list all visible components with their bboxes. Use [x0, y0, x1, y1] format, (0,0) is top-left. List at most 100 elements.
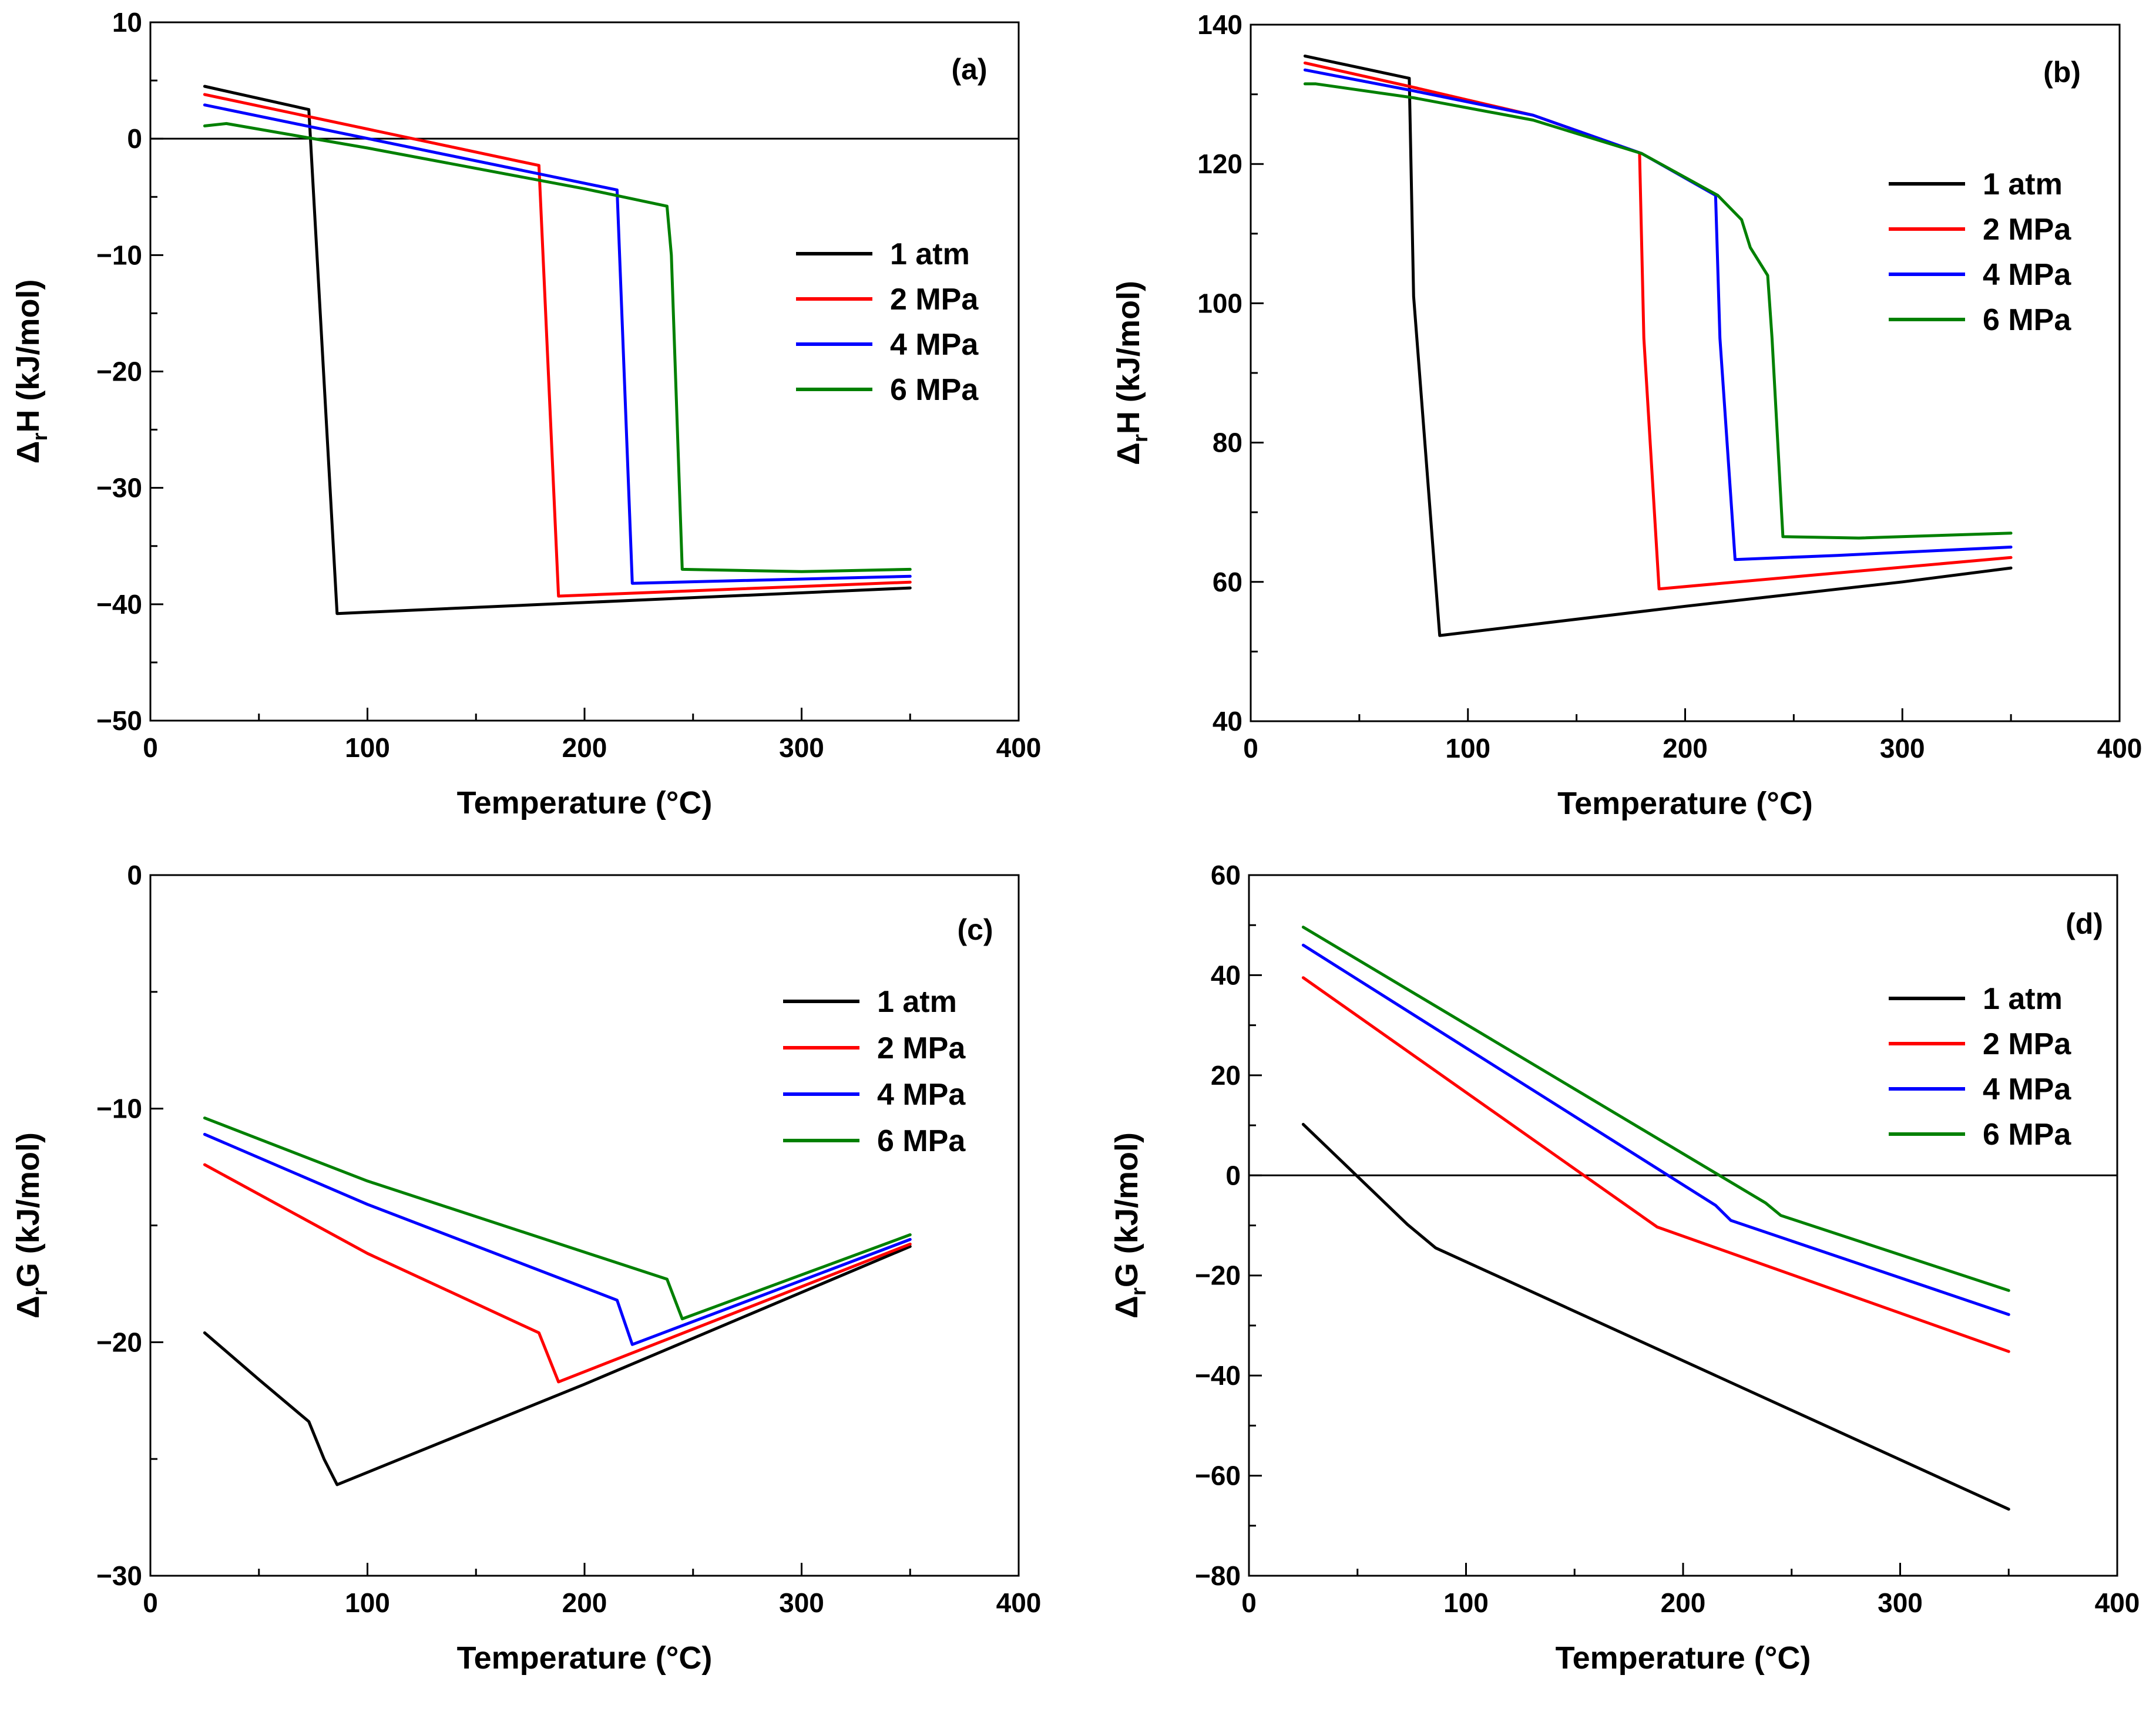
series-line-1-atm — [1303, 54, 2013, 637]
legend-label-6-mpa: 6 MPa — [1983, 303, 2071, 337]
y-axis-title: ΔrH (kJ/mol) — [11, 280, 52, 464]
y-axis-title-symbol: Δ — [11, 1296, 46, 1319]
panel-label: (c) — [957, 913, 993, 946]
x-tick-label: 400 — [2097, 733, 2142, 763]
y-axis-title-text: G (kJ/mol) — [1109, 1132, 1144, 1287]
series-line-6-mpa — [203, 1116, 912, 1321]
y-tick-label: −30 — [96, 1560, 142, 1591]
legend-label-2-mpa: 2 MPa — [877, 1031, 966, 1065]
panel-label: (b) — [2043, 56, 2081, 89]
y-tick-label: 60 — [1211, 860, 1241, 890]
y-tick-label: −40 — [1195, 1360, 1241, 1391]
legend-label-4-mpa: 4 MPa — [890, 328, 979, 362]
legend-label-6-mpa: 6 MPa — [890, 373, 979, 407]
legend: 1 atm 2 MPa 4 MPa 6 MPa — [1889, 982, 2071, 1152]
x-tick-label: 100 — [1443, 1587, 1489, 1618]
series-line-4-mpa — [1301, 943, 2010, 1316]
plot-frame — [149, 21, 1020, 722]
x-tick-label: 400 — [2095, 1587, 2140, 1618]
x-tick-label: 100 — [345, 1587, 390, 1618]
x-tick-label: 0 — [1241, 1587, 1257, 1618]
legend-label-4-mpa: 4 MPa — [1983, 1072, 2071, 1106]
series-line-2-mpa — [1303, 61, 2013, 591]
x-tick-label: 200 — [562, 1587, 607, 1618]
x-tick-label: 200 — [562, 732, 607, 763]
series-line-6-mpa — [1303, 82, 2013, 540]
legend: 1 atm 2 MPa 4 MPa 6 MPa — [1889, 167, 2071, 337]
x-tick-label: 300 — [779, 732, 824, 763]
legend-label-1-atm: 1 atm — [1983, 982, 2063, 1016]
y-tick-label: 20 — [1211, 1060, 1241, 1091]
x-tick-label: 200 — [1663, 733, 1708, 763]
x-tick-label: 0 — [143, 1587, 158, 1618]
legend-label-6-mpa: 6 MPa — [877, 1124, 966, 1158]
x-tick-label: 400 — [996, 732, 1042, 763]
y-axis-title: ΔrG (kJ/mol) — [11, 1132, 52, 1319]
panel-b: 0 100 200 300 400 40 60 80 100 120 140 (b) Tempera… — [1111, 9, 2142, 821]
legend-label-6-mpa: 6 MPa — [1983, 1118, 2071, 1152]
y-axis-title-text: G (kJ/mol) — [11, 1132, 46, 1287]
y-tick-label: 120 — [1197, 149, 1242, 179]
y-tick-label: 10 — [112, 7, 142, 38]
y-axis-title-subscript: r — [1128, 434, 1152, 442]
y-tick-label: 40 — [1211, 960, 1241, 990]
y-tick-label: 100 — [1197, 288, 1242, 318]
series-line-2-mpa — [203, 1163, 912, 1384]
y-tick-label: −20 — [96, 356, 142, 387]
y-axis-title-symbol: Δ — [1109, 1296, 1144, 1319]
y-tick-label: −60 — [1195, 1461, 1241, 1491]
y-tick-label: 60 — [1213, 567, 1242, 597]
series-line-1-atm — [203, 85, 912, 615]
y-tick-label: −80 — [1195, 1560, 1241, 1591]
legend-label-1-atm: 1 atm — [877, 985, 957, 1019]
y-tick-label: 0 — [127, 860, 142, 890]
legend-label-4-mpa: 4 MPa — [1983, 258, 2071, 292]
panel-d: 0 100 200 300 400 −80 −60 −40 −20 0 20 40 60 (d) Tem… — [1109, 860, 2140, 1676]
series-line-1-atm — [1301, 1122, 2010, 1511]
legend-label-2-mpa: 2 MPa — [1983, 213, 2071, 247]
y-tick-label: −30 — [96, 473, 142, 503]
y-axis-title-subscript: r — [28, 433, 52, 441]
y-axis-title-symbol: Δ — [11, 441, 46, 464]
y-axis-title-subscript: r — [1126, 1287, 1150, 1296]
legend-label-1-atm: 1 atm — [1983, 167, 2063, 201]
x-tick-label: 0 — [143, 732, 158, 763]
x-tick-label: 100 — [345, 732, 390, 763]
legend: 1 atm 2 MPa 4 MPa 6 MPa — [796, 237, 979, 407]
y-axis-title-text: H (kJ/mol) — [11, 280, 46, 433]
y-axis-title-subscript: r — [28, 1287, 52, 1296]
plot-frame — [149, 874, 1020, 1577]
plot-frame — [1250, 23, 2121, 722]
y-tick-label: −20 — [96, 1327, 142, 1357]
legend-label-2-mpa: 2 MPa — [1983, 1027, 2071, 1061]
y-axis-title: ΔrH (kJ/mol) — [1111, 281, 1152, 465]
x-tick-label: 400 — [996, 1587, 1042, 1618]
legend-label-1-atm: 1 atm — [890, 237, 970, 271]
y-tick-label: 0 — [1225, 1160, 1241, 1190]
y-tick-label: 80 — [1213, 428, 1242, 458]
x-axis-title: Temperature (°C) — [1557, 786, 1813, 821]
plot-frame — [1248, 874, 2118, 1577]
series-line-1-atm — [203, 1245, 912, 1486]
y-tick-label: 140 — [1197, 9, 1242, 40]
legend-label-4-mpa: 4 MPa — [877, 1078, 966, 1112]
series-line-2-mpa — [203, 93, 912, 598]
y-tick-label: −40 — [96, 589, 142, 620]
y-axis-title: ΔrG (kJ/mol) — [1109, 1132, 1150, 1319]
panel-label: (a) — [951, 53, 987, 86]
x-axis-title: Temperature (°C) — [1556, 1640, 1811, 1676]
y-axis-title-text: H (kJ/mol) — [1111, 281, 1146, 434]
series-line-6-mpa — [203, 122, 912, 573]
legend-label-2-mpa: 2 MPa — [890, 282, 979, 317]
y-tick-label: 40 — [1213, 706, 1242, 736]
series-line-4-mpa — [203, 1132, 912, 1346]
series-line-2-mpa — [1301, 976, 2010, 1353]
panel-a: 0 100 200 300 400 −50 −40 −30 −20 −10 0 10 (a) Temp… — [11, 7, 1041, 820]
y-tick-label: 0 — [127, 123, 142, 154]
panel-c: 0 100 200 300 400 −30 −20 −10 0 (c) Temperature … — [11, 860, 1041, 1676]
x-tick-label: 0 — [1243, 733, 1258, 763]
x-tick-label: 300 — [779, 1587, 824, 1618]
x-tick-label: 100 — [1445, 733, 1490, 763]
x-tick-label: 200 — [1661, 1587, 1706, 1618]
x-axis-title: Temperature (°C) — [457, 1640, 713, 1676]
